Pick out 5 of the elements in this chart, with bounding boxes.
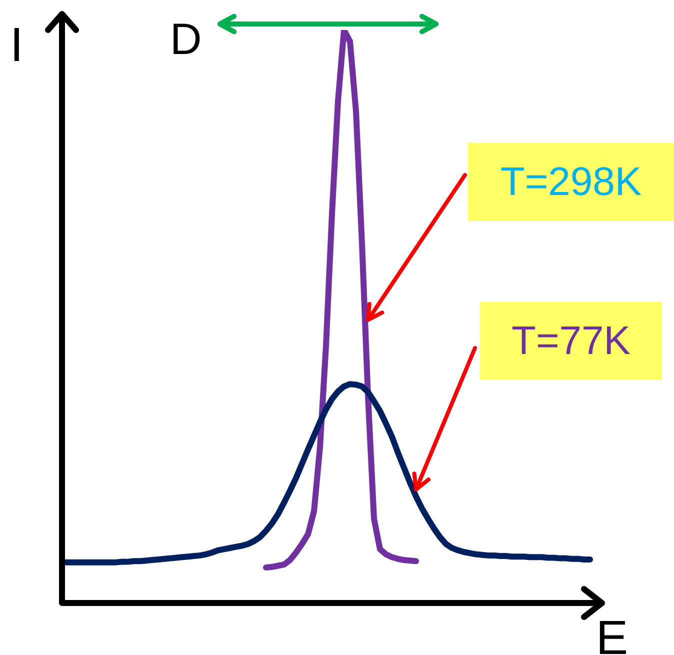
annotation: D: [170, 15, 202, 64]
x-axis-title: E: [596, 612, 628, 655]
y-axis-title: I: [10, 19, 24, 72]
text: T=77K: [480, 302, 662, 380]
text: T=298K: [468, 143, 674, 221]
